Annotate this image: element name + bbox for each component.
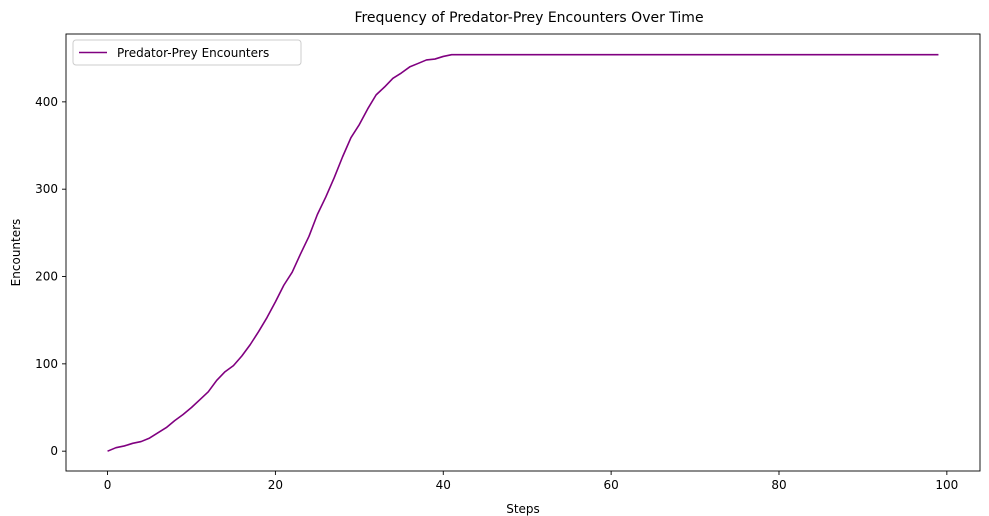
x-tick-label: 40 [436,478,451,492]
y-tick-label: 200 [35,270,58,284]
legend: Predator-Prey Encounters [72,39,302,66]
y-axis-label: Encounters [9,219,23,287]
x-tick-label: 0 [104,478,112,492]
plot-area [65,33,981,472]
y-tick-label: 400 [35,95,58,109]
series-layer [107,53,939,452]
x-axis-label: Steps [506,502,540,516]
y-tick-label: 300 [35,182,58,196]
x-axis: 0 20 40 60 80 100 [104,471,958,492]
legend-box [72,39,302,66]
series-line [107,53,939,452]
y-axis: 0 100 200 300 400 [35,95,66,458]
y-tick-label: 0 [50,444,58,458]
x-tick-label: 80 [771,478,786,492]
legend-label: Predator-Prey Encounters [117,46,269,60]
x-tick-label: 20 [268,478,283,492]
x-tick-label: 100 [935,478,958,492]
y-tick-label: 100 [35,357,58,371]
chart-title: Frequency of Predator-Prey Encounters Ov… [354,10,703,26]
x-tick-label: 60 [603,478,618,492]
